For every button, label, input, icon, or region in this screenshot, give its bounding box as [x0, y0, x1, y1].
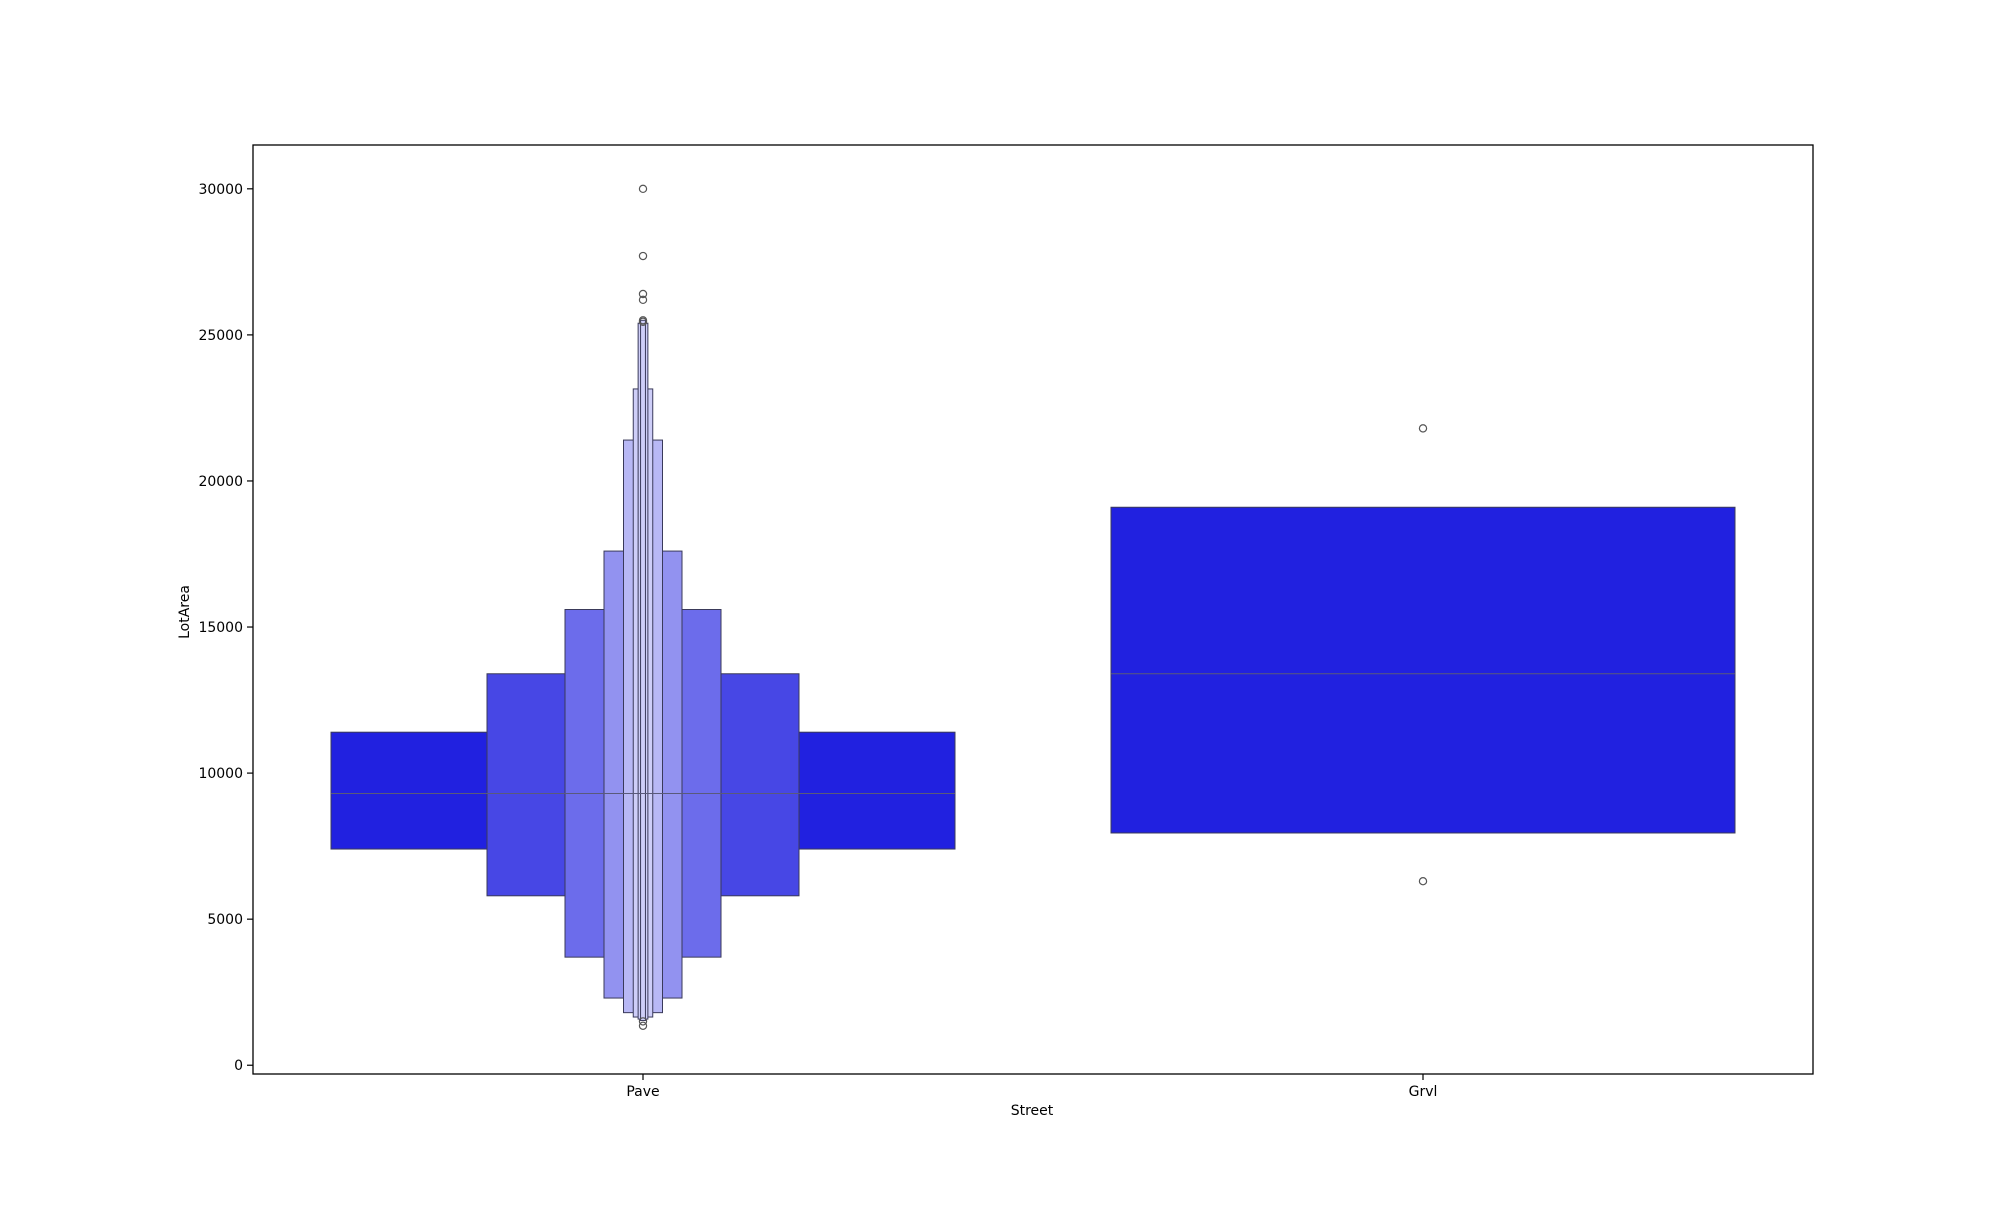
outlier-point-pave: [638, 184, 648, 194]
box-grvl-level-1: [1110, 506, 1736, 834]
outlier-point-pave: [638, 289, 648, 299]
marks-layer: [330, 184, 1736, 1030]
outlier-point-grvl: [1418, 424, 1428, 433]
x-tick-label: Pave: [626, 1084, 659, 1100]
outlier-point-pave: [638, 1017, 648, 1026]
outlier-point-grvl: [1418, 876, 1428, 886]
x-tick-label: Grvl: [1409, 1084, 1438, 1100]
y-tick-label: 0: [234, 1058, 243, 1074]
outlier-point-pave: [638, 317, 648, 326]
box-pave-level-8: [640, 319, 646, 1022]
outlier-point-pave: [638, 251, 648, 261]
y-tick-label: 30000: [198, 182, 243, 198]
y-tick-label: 5000: [207, 912, 243, 928]
y-tick-label: 25000: [198, 328, 243, 344]
x-axis: Pave Grvl: [626, 1074, 1437, 1100]
y-tick-label: 15000: [198, 620, 243, 636]
plot-frame: [252, 144, 1814, 1075]
y-axis: 0 5000 10000 15000 20000 25000 30000: [198, 182, 253, 1074]
outlier-point-pave: [638, 295, 648, 305]
x-axis-label: Street: [1011, 1103, 1054, 1119]
y-tick-label: 10000: [198, 766, 243, 782]
y-axis-label: LotArea: [177, 585, 193, 639]
y-tick-label: 20000: [198, 474, 243, 490]
outlier-point-pave: [638, 1021, 648, 1030]
